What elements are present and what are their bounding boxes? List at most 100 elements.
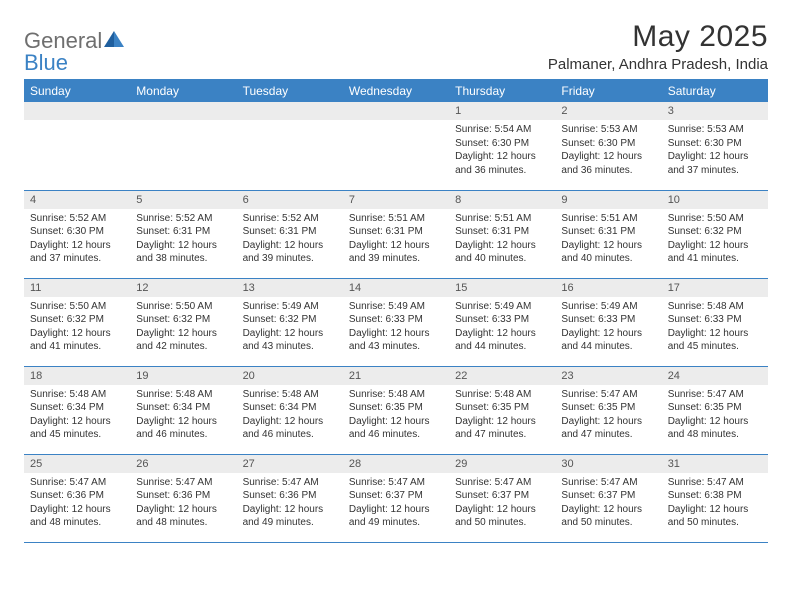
day-number: 4 xyxy=(24,191,130,209)
day-number: 16 xyxy=(555,279,661,297)
calendar-page: General May 2025 Palmaner, Andhra Prades… xyxy=(0,0,792,563)
sunset-line: Sunset: 6:37 PM xyxy=(349,489,443,503)
calendar-cell: 4Sunrise: 5:52 AMSunset: 6:30 PMDaylight… xyxy=(24,190,130,278)
daylight-line-1: Daylight: 12 hours xyxy=(455,239,549,253)
day-number: 25 xyxy=(24,455,130,473)
daylight-line-2: and 46 minutes. xyxy=(136,428,230,442)
sunset-line: Sunset: 6:34 PM xyxy=(243,401,337,415)
sunrise-line: Sunrise: 5:48 AM xyxy=(455,388,549,402)
day-body: Sunrise: 5:47 AMSunset: 6:36 PMDaylight:… xyxy=(130,473,236,534)
sunset-line: Sunset: 6:37 PM xyxy=(455,489,549,503)
day-number: 11 xyxy=(24,279,130,297)
daylight-line-1: Daylight: 12 hours xyxy=(136,503,230,517)
day-number: 3 xyxy=(662,102,768,120)
daylight-line-2: and 47 minutes. xyxy=(561,428,655,442)
calendar-cell: 27Sunrise: 5:47 AMSunset: 6:36 PMDayligh… xyxy=(237,454,343,542)
calendar-cell: 29Sunrise: 5:47 AMSunset: 6:37 PMDayligh… xyxy=(449,454,555,542)
day-number: 6 xyxy=(237,191,343,209)
day-body: Sunrise: 5:51 AMSunset: 6:31 PMDaylight:… xyxy=(343,209,449,270)
daylight-line-2: and 40 minutes. xyxy=(561,252,655,266)
sunrise-line: Sunrise: 5:52 AM xyxy=(243,212,337,226)
sunset-line: Sunset: 6:31 PM xyxy=(349,225,443,239)
daylight-line-2: and 50 minutes. xyxy=(561,516,655,530)
month-title: May 2025 xyxy=(548,20,768,54)
sunset-line: Sunset: 6:34 PM xyxy=(136,401,230,415)
daylight-line-1: Daylight: 12 hours xyxy=(349,327,443,341)
day-body-empty xyxy=(343,120,449,127)
day-number: 23 xyxy=(555,367,661,385)
calendar-cell xyxy=(343,102,449,190)
sunrise-line: Sunrise: 5:51 AM xyxy=(349,212,443,226)
sunrise-line: Sunrise: 5:47 AM xyxy=(30,476,124,490)
calendar-cell: 9Sunrise: 5:51 AMSunset: 6:31 PMDaylight… xyxy=(555,190,661,278)
calendar-body: 1Sunrise: 5:54 AMSunset: 6:30 PMDaylight… xyxy=(24,102,768,542)
calendar-cell: 15Sunrise: 5:49 AMSunset: 6:33 PMDayligh… xyxy=(449,278,555,366)
daylight-line-2: and 48 minutes. xyxy=(668,428,762,442)
sunset-line: Sunset: 6:31 PM xyxy=(561,225,655,239)
day-number: 15 xyxy=(449,279,555,297)
calendar-cell: 28Sunrise: 5:47 AMSunset: 6:37 PMDayligh… xyxy=(343,454,449,542)
daylight-line-1: Daylight: 12 hours xyxy=(243,503,337,517)
day-number: 24 xyxy=(662,367,768,385)
daylight-line-2: and 37 minutes. xyxy=(30,252,124,266)
sunrise-line: Sunrise: 5:49 AM xyxy=(349,300,443,314)
day-body: Sunrise: 5:48 AMSunset: 6:34 PMDaylight:… xyxy=(237,385,343,446)
daylight-line-1: Daylight: 12 hours xyxy=(349,503,443,517)
daylight-line-2: and 47 minutes. xyxy=(455,428,549,442)
weekday-sunday: Sunday xyxy=(24,80,130,103)
daylight-line-2: and 44 minutes. xyxy=(455,340,549,354)
day-number: 19 xyxy=(130,367,236,385)
day-body: Sunrise: 5:47 AMSunset: 6:35 PMDaylight:… xyxy=(662,385,768,446)
location-text: Palmaner, Andhra Pradesh, India xyxy=(548,56,768,73)
sunrise-line: Sunrise: 5:51 AM xyxy=(455,212,549,226)
day-body: Sunrise: 5:49 AMSunset: 6:33 PMDaylight:… xyxy=(449,297,555,358)
calendar-cell: 11Sunrise: 5:50 AMSunset: 6:32 PMDayligh… xyxy=(24,278,130,366)
daylight-line-1: Daylight: 12 hours xyxy=(30,239,124,253)
sunrise-line: Sunrise: 5:48 AM xyxy=(136,388,230,402)
calendar-week-row: 11Sunrise: 5:50 AMSunset: 6:32 PMDayligh… xyxy=(24,278,768,366)
sunrise-line: Sunrise: 5:53 AM xyxy=(668,123,762,137)
daylight-line-2: and 48 minutes. xyxy=(30,516,124,530)
daylight-line-1: Daylight: 12 hours xyxy=(455,415,549,429)
sunset-line: Sunset: 6:31 PM xyxy=(136,225,230,239)
day-body: Sunrise: 5:53 AMSunset: 6:30 PMDaylight:… xyxy=(662,120,768,181)
sunset-line: Sunset: 6:33 PM xyxy=(455,313,549,327)
day-number: 29 xyxy=(449,455,555,473)
daylight-line-2: and 49 minutes. xyxy=(243,516,337,530)
daylight-line-1: Daylight: 12 hours xyxy=(349,415,443,429)
sunrise-line: Sunrise: 5:52 AM xyxy=(30,212,124,226)
day-number: 2 xyxy=(555,102,661,120)
calendar-week-row: 18Sunrise: 5:48 AMSunset: 6:34 PMDayligh… xyxy=(24,366,768,454)
sunrise-line: Sunrise: 5:49 AM xyxy=(455,300,549,314)
day-body: Sunrise: 5:50 AMSunset: 6:32 PMDaylight:… xyxy=(662,209,768,270)
day-number: 10 xyxy=(662,191,768,209)
weekday-thursday: Thursday xyxy=(449,80,555,103)
sunrise-line: Sunrise: 5:54 AM xyxy=(455,123,549,137)
sunrise-line: Sunrise: 5:47 AM xyxy=(243,476,337,490)
calendar-cell: 8Sunrise: 5:51 AMSunset: 6:31 PMDaylight… xyxy=(449,190,555,278)
daylight-line-1: Daylight: 12 hours xyxy=(668,239,762,253)
weekday-friday: Friday xyxy=(555,80,661,103)
day-body: Sunrise: 5:54 AMSunset: 6:30 PMDaylight:… xyxy=(449,120,555,181)
day-number: 9 xyxy=(555,191,661,209)
sunset-line: Sunset: 6:32 PM xyxy=(136,313,230,327)
calendar-cell: 18Sunrise: 5:48 AMSunset: 6:34 PMDayligh… xyxy=(24,366,130,454)
calendar-week-row: 25Sunrise: 5:47 AMSunset: 6:36 PMDayligh… xyxy=(24,454,768,542)
calendar-cell: 6Sunrise: 5:52 AMSunset: 6:31 PMDaylight… xyxy=(237,190,343,278)
calendar-cell: 16Sunrise: 5:49 AMSunset: 6:33 PMDayligh… xyxy=(555,278,661,366)
calendar-cell: 21Sunrise: 5:48 AMSunset: 6:35 PMDayligh… xyxy=(343,366,449,454)
daylight-line-1: Daylight: 12 hours xyxy=(30,503,124,517)
day-body: Sunrise: 5:48 AMSunset: 6:33 PMDaylight:… xyxy=(662,297,768,358)
day-number: 26 xyxy=(130,455,236,473)
day-body: Sunrise: 5:48 AMSunset: 6:34 PMDaylight:… xyxy=(24,385,130,446)
daylight-line-1: Daylight: 12 hours xyxy=(136,415,230,429)
daylight-line-1: Daylight: 12 hours xyxy=(136,239,230,253)
day-number: 14 xyxy=(343,279,449,297)
calendar-cell xyxy=(130,102,236,190)
sunrise-line: Sunrise: 5:51 AM xyxy=(561,212,655,226)
daylight-line-1: Daylight: 12 hours xyxy=(243,239,337,253)
day-number: 1 xyxy=(449,102,555,120)
sunset-line: Sunset: 6:36 PM xyxy=(243,489,337,503)
day-body: Sunrise: 5:48 AMSunset: 6:35 PMDaylight:… xyxy=(343,385,449,446)
daylight-line-2: and 43 minutes. xyxy=(243,340,337,354)
